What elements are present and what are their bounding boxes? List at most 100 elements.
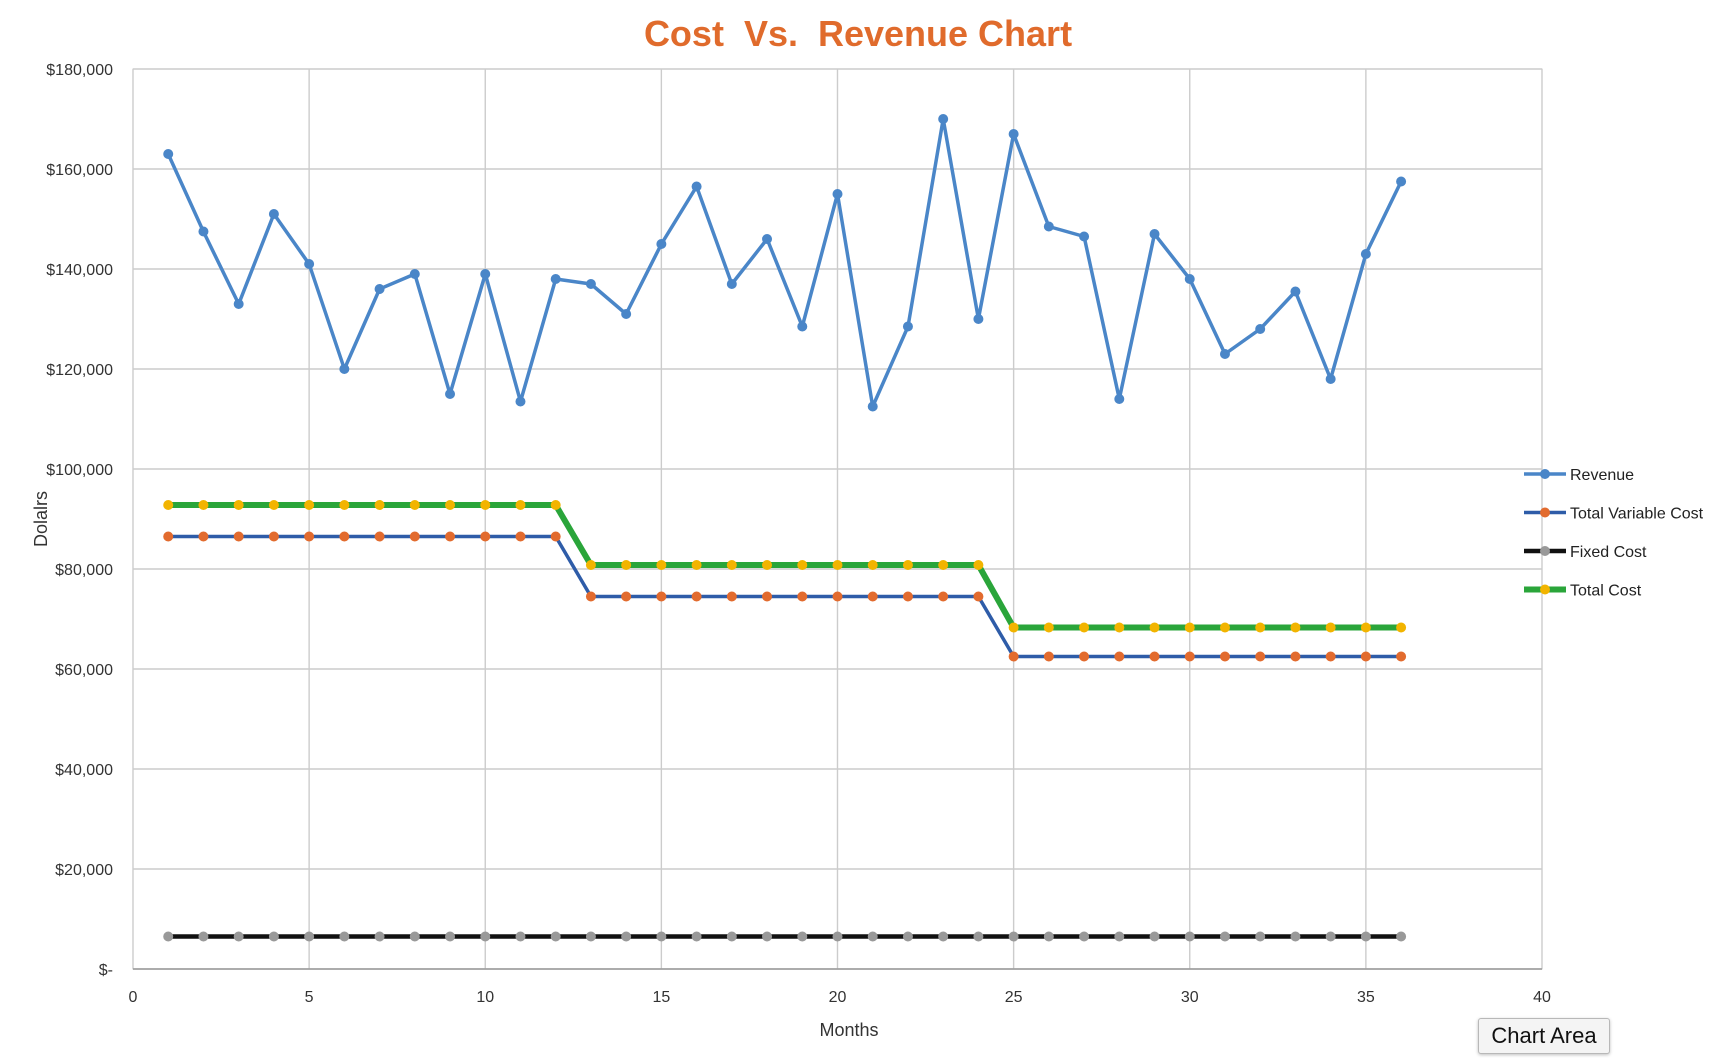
data-point-revenue[interactable]: [797, 321, 808, 332]
data-point-fixed-cost[interactable]: [762, 931, 773, 942]
data-point-revenue[interactable]: [198, 226, 209, 237]
data-point-total-cost[interactable]: [374, 500, 385, 510]
data-point-total-variable-cost[interactable]: [445, 531, 456, 542]
data-point-revenue[interactable]: [1255, 324, 1266, 334]
data-point-total-cost[interactable]: [550, 500, 561, 510]
data-point-fixed-cost[interactable]: [163, 931, 174, 942]
data-point-total-variable-cost[interactable]: [797, 591, 808, 602]
data-point-fixed-cost[interactable]: [1079, 931, 1090, 942]
data-point-total-cost[interactable]: [233, 500, 244, 510]
data-point-total-cost[interactable]: [585, 560, 596, 570]
data-point-total-variable-cost[interactable]: [480, 531, 491, 542]
data-point-fixed-cost[interactable]: [1325, 931, 1336, 942]
data-point-revenue[interactable]: [1184, 274, 1195, 284]
data-point-fixed-cost[interactable]: [973, 931, 984, 942]
data-point-total-variable-cost[interactable]: [585, 591, 596, 602]
data-point-fixed-cost[interactable]: [691, 931, 702, 942]
data-point-total-variable-cost[interactable]: [304, 531, 315, 542]
data-point-revenue[interactable]: [515, 396, 526, 407]
data-point-total-variable-cost[interactable]: [1008, 651, 1019, 662]
data-point-revenue[interactable]: [480, 269, 491, 279]
data-point-revenue[interactable]: [304, 259, 315, 269]
data-point-revenue[interactable]: [1079, 231, 1090, 242]
data-point-total-variable-cost[interactable]: [621, 591, 632, 602]
data-point-fixed-cost[interactable]: [233, 931, 244, 942]
data-point-revenue[interactable]: [973, 314, 984, 324]
data-point-total-variable-cost[interactable]: [1290, 651, 1301, 662]
data-point-revenue[interactable]: [550, 274, 561, 284]
data-point-total-cost[interactable]: [726, 560, 737, 570]
data-point-fixed-cost[interactable]: [268, 931, 279, 942]
data-point-revenue[interactable]: [1008, 129, 1019, 139]
data-point-revenue[interactable]: [867, 401, 878, 412]
data-point-revenue[interactable]: [1396, 176, 1407, 187]
data-point-total-cost[interactable]: [1184, 622, 1195, 633]
data-point-total-cost[interactable]: [797, 560, 808, 570]
data-point-total-variable-cost[interactable]: [268, 531, 279, 542]
data-point-fixed-cost[interactable]: [1396, 931, 1407, 942]
data-point-total-variable-cost[interactable]: [973, 591, 984, 602]
data-point-revenue[interactable]: [1219, 349, 1230, 359]
data-point-revenue[interactable]: [938, 114, 949, 124]
data-point-total-cost[interactable]: [621, 560, 632, 570]
data-point-fixed-cost[interactable]: [1149, 931, 1160, 942]
data-point-total-variable-cost[interactable]: [1114, 651, 1125, 662]
data-point-total-variable-cost[interactable]: [1219, 651, 1230, 662]
data-point-total-cost[interactable]: [656, 560, 667, 570]
data-point-revenue[interactable]: [1114, 394, 1125, 404]
data-point-revenue[interactable]: [585, 279, 596, 289]
data-point-total-cost[interactable]: [938, 560, 949, 570]
data-point-total-cost[interactable]: [339, 500, 350, 510]
data-point-fixed-cost[interactable]: [304, 931, 315, 942]
data-point-fixed-cost[interactable]: [1184, 931, 1195, 942]
data-point-fixed-cost[interactable]: [867, 931, 878, 942]
data-point-revenue[interactable]: [691, 181, 702, 192]
data-point-revenue[interactable]: [1360, 249, 1371, 259]
data-point-total-variable-cost[interactable]: [832, 591, 843, 602]
data-point-total-cost[interactable]: [1079, 622, 1090, 633]
data-point-revenue[interactable]: [374, 284, 385, 294]
data-point-revenue[interactable]: [832, 189, 843, 199]
data-point-revenue[interactable]: [902, 321, 913, 332]
data-point-total-cost[interactable]: [1360, 622, 1371, 633]
legend[interactable]: Revenue Total Variable Cost Fixed Cost Tota…: [1524, 467, 1704, 600]
data-point-total-variable-cost[interactable]: [1184, 651, 1195, 662]
data-point-total-variable-cost[interactable]: [762, 591, 773, 602]
data-point-total-cost[interactable]: [691, 560, 702, 570]
data-point-fixed-cost[interactable]: [1360, 931, 1371, 942]
data-point-total-variable-cost[interactable]: [1149, 651, 1160, 662]
data-point-total-variable-cost[interactable]: [409, 531, 420, 542]
data-point-revenue[interactable]: [1290, 286, 1301, 297]
data-point-revenue[interactable]: [1325, 374, 1336, 384]
data-point-total-variable-cost[interactable]: [374, 531, 385, 542]
data-point-revenue[interactable]: [233, 299, 244, 309]
data-point-revenue[interactable]: [656, 239, 667, 249]
legend-item-revenue[interactable]: Revenue: [1524, 467, 1634, 484]
data-point-total-variable-cost[interactable]: [515, 531, 526, 542]
data-point-fixed-cost[interactable]: [621, 931, 632, 942]
data-point-fixed-cost[interactable]: [409, 931, 420, 942]
data-point-revenue[interactable]: [409, 269, 420, 279]
data-point-total-variable-cost[interactable]: [1325, 651, 1336, 662]
data-point-revenue[interactable]: [445, 389, 456, 399]
data-point-total-cost[interactable]: [973, 560, 984, 570]
data-point-total-variable-cost[interactable]: [198, 531, 209, 542]
data-point-total-variable-cost[interactable]: [163, 531, 174, 542]
data-point-total-variable-cost[interactable]: [867, 591, 878, 602]
data-point-total-variable-cost[interactable]: [726, 591, 737, 602]
data-point-total-cost[interactable]: [1219, 622, 1230, 633]
data-point-fixed-cost[interactable]: [445, 931, 456, 942]
legend-item-total-variable-cost[interactable]: Total Variable Cost: [1524, 506, 1704, 523]
data-point-fixed-cost[interactable]: [198, 931, 209, 942]
data-point-fixed-cost[interactable]: [374, 931, 385, 942]
data-point-total-cost[interactable]: [867, 560, 878, 570]
data-point-fixed-cost[interactable]: [585, 931, 596, 942]
data-point-fixed-cost[interactable]: [1043, 931, 1054, 942]
data-point-total-cost[interactable]: [1396, 622, 1407, 633]
data-point-total-variable-cost[interactable]: [1360, 651, 1371, 662]
data-point-total-cost[interactable]: [1325, 622, 1336, 633]
data-point-total-cost[interactable]: [1008, 622, 1019, 633]
plot-area[interactable]: [132, 68, 1543, 970]
data-point-total-cost[interactable]: [268, 500, 279, 510]
